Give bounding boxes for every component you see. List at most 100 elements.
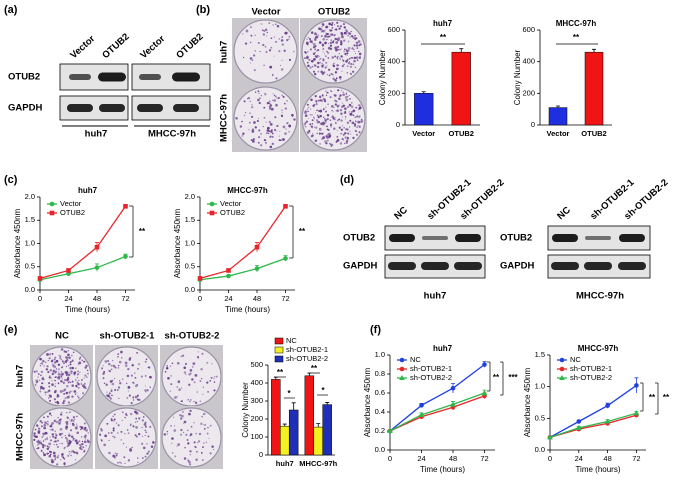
colony-dot <box>81 442 84 446</box>
colony-dot <box>47 359 50 362</box>
colony-dot <box>344 111 347 113</box>
blot-band <box>421 262 449 270</box>
colony-dot <box>87 372 89 375</box>
x-axis-label: Time (hours) <box>65 305 110 314</box>
panel-label: (d) <box>340 174 354 186</box>
colony-dot <box>135 417 138 420</box>
colony-dot <box>321 30 324 32</box>
colony-dot <box>39 357 42 361</box>
colony-dot <box>304 51 307 54</box>
colony-dot <box>349 119 352 122</box>
colony-dot <box>342 60 345 62</box>
colony-dot <box>83 382 86 385</box>
colony-dot <box>41 377 44 380</box>
colony-dot <box>54 383 57 385</box>
colony-dot <box>124 361 128 365</box>
colony-dot <box>358 56 362 59</box>
colony-dot <box>67 444 70 447</box>
colony-dot <box>44 421 47 424</box>
colony-dot <box>204 424 206 426</box>
colony-dot <box>329 90 332 92</box>
colony-dot <box>63 362 65 365</box>
colony-dot <box>340 42 343 45</box>
row-label: OTUB2 <box>343 233 375 244</box>
colony-dot <box>285 128 287 130</box>
colony-dot <box>144 434 146 436</box>
colony-dot <box>137 457 139 459</box>
row-label: OTUB2 <box>8 72 40 83</box>
colony-dot <box>247 96 251 100</box>
colony-dot <box>48 375 51 377</box>
colony-dot <box>346 128 349 131</box>
colony-dot <box>124 364 128 367</box>
colony-dot <box>281 94 284 97</box>
row-label: OTUB2 <box>500 233 532 244</box>
colony-dot <box>254 91 257 94</box>
colony-dot <box>329 47 332 50</box>
colony-dot <box>144 421 147 424</box>
colony-dot <box>207 391 209 393</box>
colony-dot <box>107 362 111 366</box>
colony-dot <box>352 63 355 66</box>
colony-dot <box>110 389 113 393</box>
colony-dot <box>80 436 83 438</box>
colony-dot <box>180 355 183 358</box>
marker <box>49 201 55 207</box>
colony-dot <box>353 48 355 51</box>
chart-title: MHCC-97h <box>556 19 597 28</box>
colony-dot <box>213 389 216 392</box>
colony-dot <box>199 380 202 382</box>
colony-dot <box>116 389 119 392</box>
colony-dot <box>270 130 273 133</box>
colony-dot <box>40 388 42 390</box>
colony-dot <box>127 390 129 392</box>
colony-dot <box>129 449 132 452</box>
colony-dot <box>266 101 270 105</box>
colony-dot <box>314 95 317 98</box>
colony-dot <box>317 54 319 57</box>
colony-dot <box>42 360 45 363</box>
colony-dot <box>341 64 344 68</box>
colony-dot <box>72 437 75 440</box>
marker <box>209 210 215 216</box>
colony-dot <box>47 371 50 374</box>
colony-dot <box>338 49 340 51</box>
colony-dot <box>181 414 184 418</box>
colony-dot <box>76 392 78 394</box>
colony-dot <box>260 133 262 135</box>
colony-dot <box>189 369 193 372</box>
colony-dot <box>107 360 109 362</box>
colony-dot <box>313 57 316 61</box>
colony-dot <box>60 358 62 361</box>
colony-dot <box>56 445 59 448</box>
colony-dot <box>350 34 354 38</box>
colony-dot <box>341 125 344 127</box>
colony-dot <box>278 135 280 137</box>
colony-dot <box>273 36 275 38</box>
colony-dot <box>56 376 58 378</box>
row-label: huh7 <box>15 365 26 388</box>
colony-dot <box>263 106 266 109</box>
colony-dot <box>314 112 316 114</box>
colony-dot <box>343 139 345 141</box>
colony-dot <box>108 392 111 395</box>
colony-dot <box>64 379 66 381</box>
colony-dot <box>59 355 62 358</box>
colony-dot <box>54 361 57 364</box>
panel-label: (c) <box>4 174 18 186</box>
colony-dot <box>170 425 172 427</box>
colony-dot <box>66 384 69 388</box>
colony-dot <box>110 419 113 422</box>
colony-dot <box>63 392 66 395</box>
colony-dot <box>134 434 137 437</box>
colony-dot <box>202 386 204 388</box>
colony-dot <box>80 428 82 431</box>
colony-dot <box>135 435 138 438</box>
colony-dot <box>334 117 336 119</box>
colony-dot <box>126 382 128 384</box>
colony-dot <box>330 145 333 148</box>
colony-dot <box>329 96 332 99</box>
colony-dot <box>253 54 256 57</box>
colony-dot <box>327 46 331 50</box>
